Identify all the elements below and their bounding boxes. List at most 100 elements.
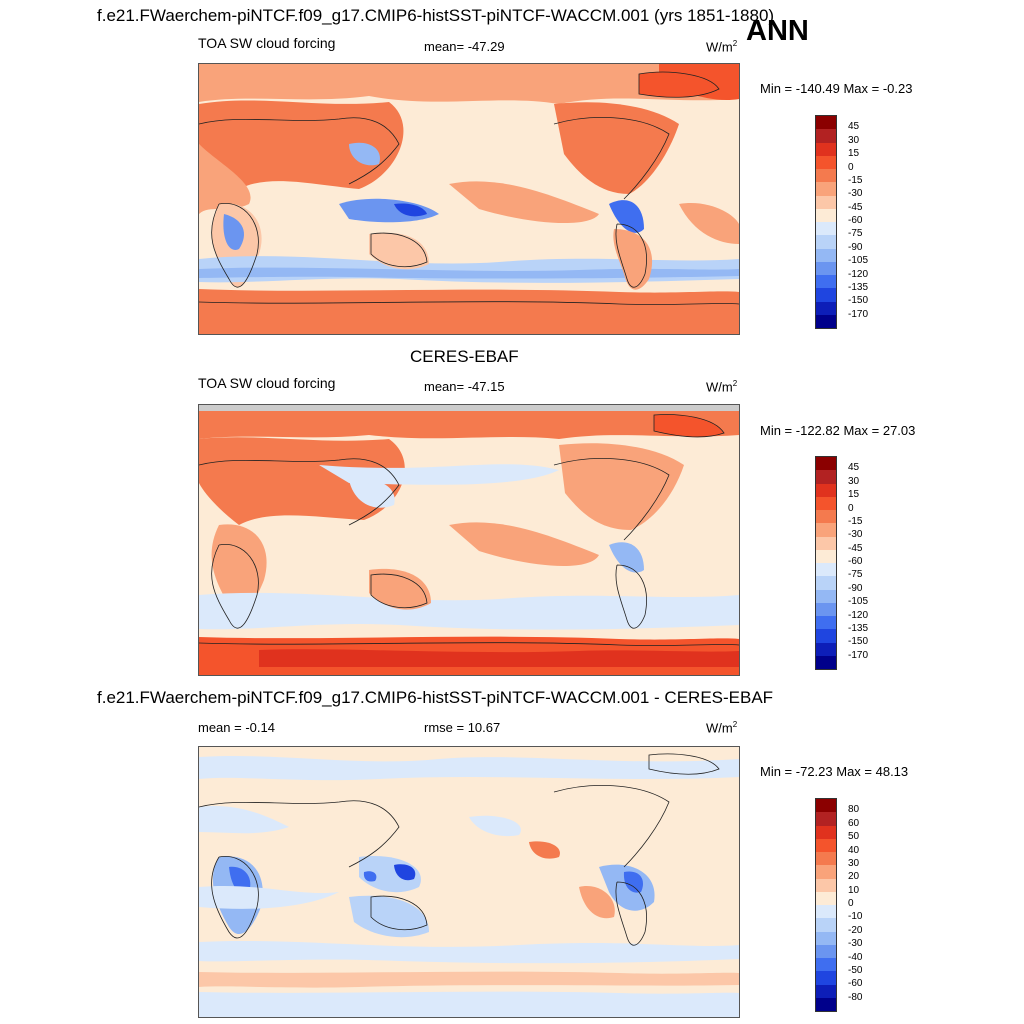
panel3-minmax: Min = -72.23 Max = 48.13 <box>760 764 909 779</box>
colorbar-swatch <box>816 891 836 905</box>
colorbar-tick-label: 30 <box>848 134 860 146</box>
panel1-mean: mean= -47.29 <box>424 39 505 54</box>
colorbar-swatch <box>816 457 836 471</box>
colorbar-swatch <box>816 523 836 537</box>
colorbar-tick-label: -15 <box>848 515 863 527</box>
colorbar-swatch <box>816 155 836 169</box>
panel1-units: W/m2 <box>706 39 738 55</box>
colorbar-tick-label: -170 <box>848 649 869 661</box>
colorbar-swatch <box>816 878 836 892</box>
colorbar-swatch <box>816 944 836 958</box>
colorbar-tick-label: 15 <box>848 148 860 160</box>
panel2-mean: mean= -47.15 <box>424 379 505 394</box>
panel3-map-field <box>199 747 739 1017</box>
colorbar-swatch <box>816 563 836 577</box>
colorbar-swatch <box>816 142 836 156</box>
panel2-title: CERES-EBAF <box>410 347 519 366</box>
colorbar-tick-label: -30 <box>848 188 863 200</box>
colorbar-swatch <box>816 997 836 1011</box>
colorbar-swatch <box>816 275 836 289</box>
colorbar-swatch <box>816 483 836 497</box>
colorbar-swatch <box>816 195 836 209</box>
colorbar-tick-label: -150 <box>848 636 869 648</box>
colorbar-swatch <box>816 208 836 222</box>
colorbar-swatch <box>816 129 836 143</box>
panel1-map <box>198 63 740 335</box>
colorbar-tick-label: -50 <box>848 964 863 976</box>
colorbar-swatch <box>816 235 836 249</box>
colorbar-tick-label: 0 <box>848 502 854 514</box>
colorbar-tick-label: -60 <box>848 215 863 226</box>
colorbar-tick-label: -60 <box>848 978 863 990</box>
colorbar-swatch <box>816 852 836 866</box>
colorbar-tick-label: -75 <box>848 569 863 581</box>
colorbar-tick-label: -170 <box>848 308 869 320</box>
colorbar-tick-label: 80 <box>848 804 860 816</box>
colorbar-tick-label: -90 <box>848 582 863 594</box>
panel2-minmax: Min = -122.82 Max = 27.03 <box>760 423 916 438</box>
colorbar-tick-label: 30 <box>848 475 860 487</box>
colorbar-tick-label: 60 <box>848 817 860 829</box>
colorbar-tick-label: 40 <box>848 844 860 856</box>
colorbar-tick-label: -90 <box>848 241 863 253</box>
colorbar-swatch <box>816 642 836 656</box>
panel3-map <box>198 746 740 1018</box>
colorbar-swatch <box>816 629 836 643</box>
colorbar-tick-label: -120 <box>848 268 869 280</box>
colorbar-tick-label: 0 <box>848 898 854 909</box>
colorbar-swatch <box>816 288 836 302</box>
colorbar-tick-label: 15 <box>848 489 860 501</box>
colorbar-tick-label: -40 <box>848 951 863 963</box>
panel1-colorbar <box>815 115 837 329</box>
colorbar-swatch <box>816 825 836 839</box>
colorbar-swatch <box>816 918 836 932</box>
colorbar-tick-label: -60 <box>848 556 863 567</box>
colorbar-tick-label: -120 <box>848 609 869 621</box>
colorbar-tick-label: 50 <box>848 831 860 843</box>
panel3-title: f.e21.FWaerchem-piNTCF.f09_g17.CMIP6-his… <box>97 688 774 707</box>
colorbar-swatch <box>816 799 836 813</box>
colorbar-tick-label: -80 <box>848 991 863 1003</box>
colorbar-swatch <box>816 510 836 524</box>
panel3-colorbar <box>815 798 837 1012</box>
colorbar-swatch <box>816 589 836 603</box>
panel1-variable: TOA SW cloud forcing <box>198 35 336 51</box>
colorbar-tick-label: 45 <box>848 121 860 133</box>
colorbar-swatch <box>816 496 836 510</box>
figure-title: f.e21.FWaerchem-piNTCF.f09_g17.CMIP6-his… <box>97 6 775 25</box>
colorbar-swatch <box>816 905 836 919</box>
colorbar-tick-label: 10 <box>848 884 860 896</box>
colorbar-swatch <box>816 248 836 262</box>
panel1-map-field <box>199 64 739 334</box>
season-label: ANN <box>746 15 809 47</box>
colorbar-swatch <box>816 602 836 616</box>
colorbar-tick-label: -75 <box>848 228 863 240</box>
colorbar-swatch <box>816 470 836 484</box>
panel2-colorbar <box>815 456 837 670</box>
colorbar-tick-label: 20 <box>848 871 860 883</box>
colorbar-tick-label: -15 <box>848 174 863 186</box>
colorbar-tick-label: 30 <box>848 857 860 869</box>
colorbar-tick-label: -45 <box>848 201 863 213</box>
colorbar-tick-label: -135 <box>848 622 869 634</box>
panel2-map <box>198 404 740 676</box>
colorbar-tick-label: -10 <box>848 911 863 923</box>
colorbar-swatch <box>816 169 836 183</box>
colorbar-swatch <box>816 314 836 328</box>
colorbar-tick-label: 0 <box>848 161 854 173</box>
colorbar-tick-label: -105 <box>848 255 869 267</box>
colorbar-swatch <box>816 812 836 826</box>
colorbar-swatch <box>816 116 836 130</box>
colorbar-swatch <box>816 838 836 852</box>
colorbar-tick-label: -30 <box>848 529 863 541</box>
colorbar-tick-label: -20 <box>848 924 863 936</box>
colorbar-swatch <box>816 616 836 630</box>
colorbar-swatch <box>816 958 836 972</box>
colorbar-swatch <box>816 261 836 275</box>
colorbar-swatch <box>816 984 836 998</box>
panel2-units: W/m2 <box>706 379 738 395</box>
colorbar-swatch <box>816 301 836 315</box>
panel2-map-field <box>199 405 739 675</box>
colorbar-swatch <box>816 931 836 945</box>
colorbar-swatch <box>816 971 836 985</box>
